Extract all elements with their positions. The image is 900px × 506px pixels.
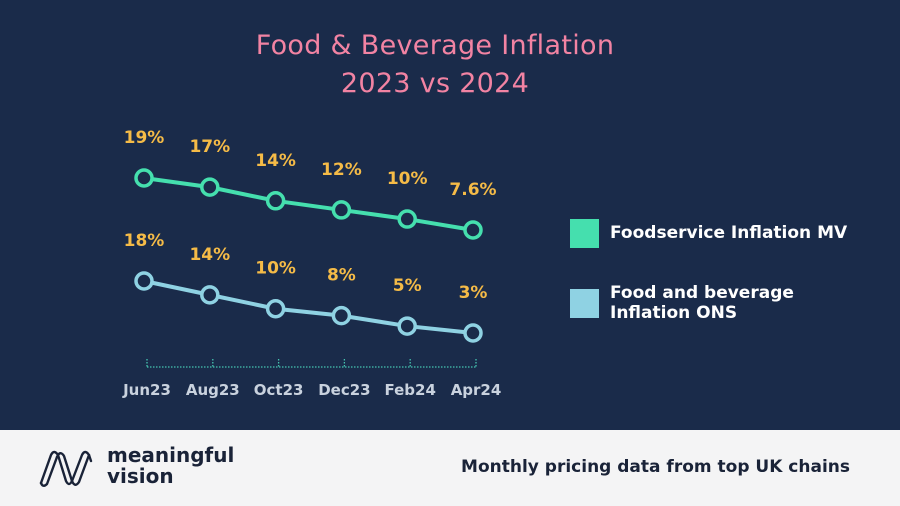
x-tick-label: Feb24: [384, 381, 435, 399]
data-label: 10%: [387, 169, 428, 189]
data-point: [134, 271, 154, 291]
legend-swatch-mv: [570, 219, 599, 248]
data-label: 8%: [327, 266, 356, 286]
data-point: [463, 323, 483, 343]
data-point: [265, 191, 286, 211]
data-point: [397, 316, 417, 336]
chart-title: Food & Beverage Inflation: [255, 30, 615, 61]
chart-panel: Food & Beverage Inflation 2023 vs 2024 J…: [0, 0, 900, 430]
series-line-mv: [143, 176, 474, 232]
x-tick-label: Apr24: [451, 381, 502, 399]
legend-item-ons: Food and beverage Inflation ONS: [570, 283, 794, 323]
data-point: [331, 305, 352, 326]
brand-name: meaningful vision: [107, 445, 234, 487]
x-tick-label: Aug23: [186, 381, 240, 399]
meaningful-vision-logo-icon: [39, 450, 93, 487]
data-label: 5%: [393, 276, 422, 296]
data-label: 3%: [459, 283, 488, 303]
x-tick-label: Oct23: [254, 381, 304, 399]
line-chart: Jun23 Aug23 Oct23 Dec23 Feb24 Apr24 19% 17% 14% 1…: [122, 128, 502, 399]
x-tick-label: Dec23: [318, 381, 370, 399]
data-label: 7.6%: [449, 180, 496, 200]
footer: meaningful vision Monthly pricing data f…: [0, 430, 900, 506]
brand-line2: vision: [107, 464, 174, 488]
legend-swatch-ons: [570, 289, 599, 318]
x-tick-label: Jun23: [122, 381, 171, 399]
data-label: 10%: [255, 259, 296, 279]
data-label: 12%: [321, 160, 362, 180]
chart-subtitle: 2023 vs 2024: [340, 68, 530, 99]
data-point: [200, 177, 220, 197]
tagline: Monthly pricing data from top UK chains: [461, 457, 850, 477]
legend-label-ons-line1: Food and beverage: [610, 283, 794, 303]
legend-label-ons: Food and beverage Inflation ONS: [610, 283, 794, 323]
data-point: [265, 298, 286, 319]
data-point: [134, 168, 154, 188]
data-label: 17%: [189, 137, 230, 157]
brand-line1: meaningful: [107, 443, 235, 467]
data-label: 14%: [255, 151, 296, 171]
data-point: [331, 200, 352, 220]
series-line-ons: [143, 279, 474, 335]
data-label: 18%: [124, 231, 165, 251]
data-point: [200, 285, 220, 305]
data-point: [397, 209, 417, 229]
data-label: 14%: [189, 245, 230, 265]
legend-item-mv: Foodservice Inflation MV: [570, 219, 847, 248]
data-label: 19%: [124, 128, 165, 148]
legend-label-mv: Foodservice Inflation MV: [610, 223, 848, 243]
data-point: [463, 220, 483, 240]
legend-label-ons-line2: Inflation ONS: [610, 303, 738, 323]
